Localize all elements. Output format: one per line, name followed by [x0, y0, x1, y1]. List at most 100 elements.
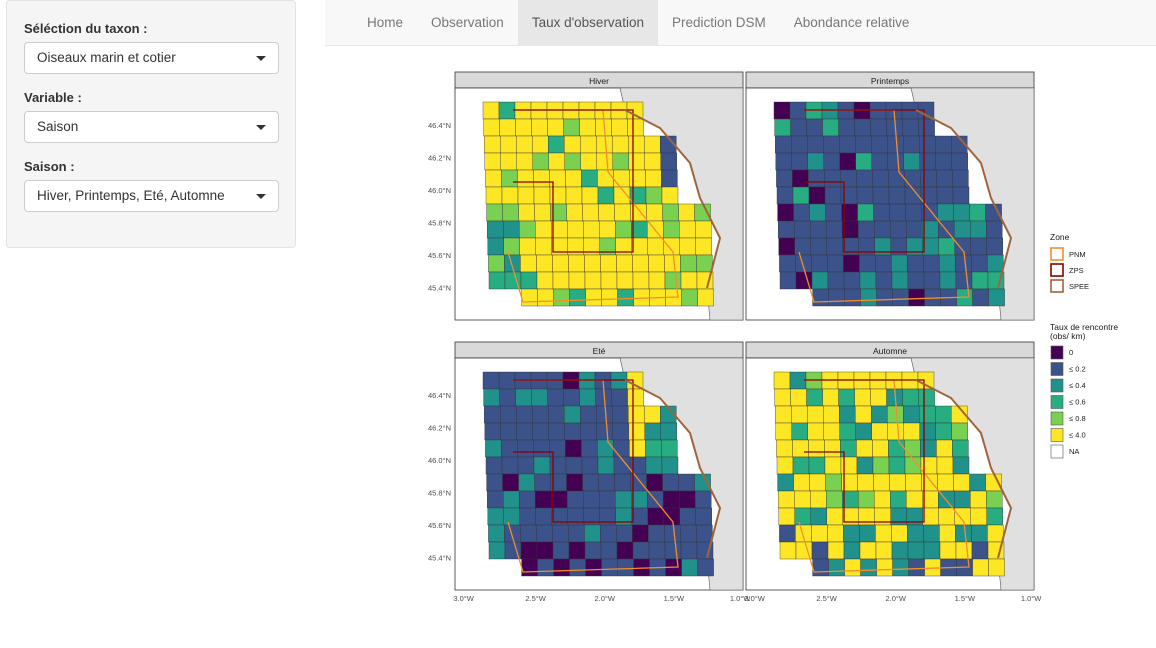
grid-cell: [794, 490, 811, 509]
grid-cell: [485, 439, 502, 458]
grid-cell: [534, 490, 552, 509]
grid-cell: [920, 169, 937, 188]
grid-cell: [827, 524, 844, 543]
grid-cell: [663, 237, 681, 256]
grid-cell: [580, 422, 598, 441]
grid-cell: [564, 152, 582, 171]
grid-cell: [537, 558, 554, 577]
grid-cell: [645, 439, 662, 458]
grid-cell: [695, 220, 712, 239]
grid-cell: [601, 288, 618, 307]
grid-cell: [906, 490, 923, 509]
grid-cell: [661, 439, 678, 458]
grid-cell: [887, 422, 904, 441]
grid-cell: [890, 490, 907, 509]
grid-cell: [855, 405, 872, 424]
grid-cell: [483, 405, 501, 424]
zone-spee-outline: [624, 379, 722, 559]
tab-observation[interactable]: Observation: [431, 15, 504, 30]
grid-cell: [891, 254, 908, 273]
grid-cell: [601, 558, 618, 577]
grid-cell: [566, 203, 583, 222]
grid-cell: [628, 152, 646, 171]
grid-cell: [488, 271, 506, 290]
grid-cell: [904, 169, 921, 188]
x-tick-label: 1.0°W: [1021, 594, 1042, 603]
grid-cell: [779, 271, 797, 290]
grid-cell: [971, 271, 989, 290]
grid-cell: [548, 422, 566, 441]
grid-cell: [552, 541, 570, 560]
grid-cell: [645, 456, 663, 475]
grid-cell: [777, 203, 794, 222]
grid-cell: [939, 271, 957, 290]
grid-cell: [892, 558, 909, 577]
grid-cell: [600, 541, 618, 560]
grid-cell: [838, 388, 855, 407]
grid-cell: [952, 186, 970, 205]
grid-cell: [935, 135, 952, 154]
grid-cell: [954, 237, 971, 256]
grid-cell: [616, 271, 634, 290]
grid-cell: [907, 254, 924, 273]
facet-panel: Automne 3.0°W 2.5°W 2.0°W 1.5°W 1.0°W: [744, 341, 1042, 603]
grid-cell: [809, 473, 826, 492]
grid-cell: [616, 541, 634, 560]
grid-cell: [951, 152, 968, 171]
tab-taux-observation[interactable]: Taux d'observation: [517, 0, 658, 46]
zone-zps-outline: [513, 379, 634, 523]
grid-cell: [518, 203, 535, 222]
zone-spee-outline: [915, 109, 1013, 289]
grid-cell: [485, 456, 503, 475]
grid-cell: [644, 152, 662, 171]
grid-cell: [600, 524, 617, 543]
grid-cell: [935, 152, 952, 171]
grid-cell: [774, 118, 791, 137]
grid-cell: [632, 524, 649, 543]
grid-cell: [498, 371, 516, 390]
grid-cell: [955, 524, 972, 543]
legend-zone-label: ZPS: [1069, 266, 1084, 275]
grid-cell: [859, 524, 876, 543]
grid-cell: [923, 541, 941, 560]
grid-cell: [585, 558, 602, 577]
x-tick-label: 2.0°W: [595, 594, 616, 603]
grid-cell: [955, 271, 973, 290]
grid-cell: [923, 254, 940, 273]
grid-cell: [680, 541, 698, 560]
grid-cell: [582, 473, 599, 492]
grid-cell: [532, 422, 550, 441]
grid-cell: [811, 254, 828, 273]
grid-cell: [828, 288, 845, 307]
grid-cell: [986, 237, 1003, 256]
variable-select[interactable]: Saison: [24, 111, 279, 143]
taxon-select[interactable]: Oiseaux marin et cotier: [24, 42, 279, 74]
grid-cell: [679, 490, 696, 509]
chevron-down-icon: [256, 194, 266, 199]
grid-cell: [563, 135, 581, 154]
grid-cell: [664, 541, 682, 560]
x-tick-label: 1.5°W: [955, 594, 976, 603]
grid-cell: [891, 271, 909, 290]
legend-zone-key: [1050, 247, 1064, 261]
tab-abondance-relative[interactable]: Abondance relative: [793, 15, 910, 30]
legend-rate-key: [1050, 428, 1064, 442]
grid-cell: [646, 203, 663, 222]
grid-cell: [828, 558, 845, 577]
grid-cell: [806, 118, 823, 137]
grid-cell: [611, 118, 628, 137]
grid-cell: [857, 203, 874, 222]
grid-cell: [537, 288, 554, 307]
tab-home[interactable]: Home: [367, 15, 404, 30]
tab-prediction-dsm[interactable]: Prediction DSM: [671, 15, 766, 30]
saison-select[interactable]: Hiver, Printemps, Eté, Automne: [24, 180, 279, 212]
grid-cell: [584, 254, 601, 273]
grid-cell: [485, 169, 502, 188]
grid-cell: [502, 203, 519, 222]
grid-cell: [907, 541, 925, 560]
faceted-heatmap: Hiver 46.4°N 46.2°N 46.0°N 45.8°N 45.6°N 45.4°…: [428, 71, 1118, 603]
grid-cell: [854, 118, 871, 137]
grid-cell: [777, 473, 794, 492]
grid-cell: [778, 490, 795, 509]
grid-cell: [808, 186, 826, 205]
